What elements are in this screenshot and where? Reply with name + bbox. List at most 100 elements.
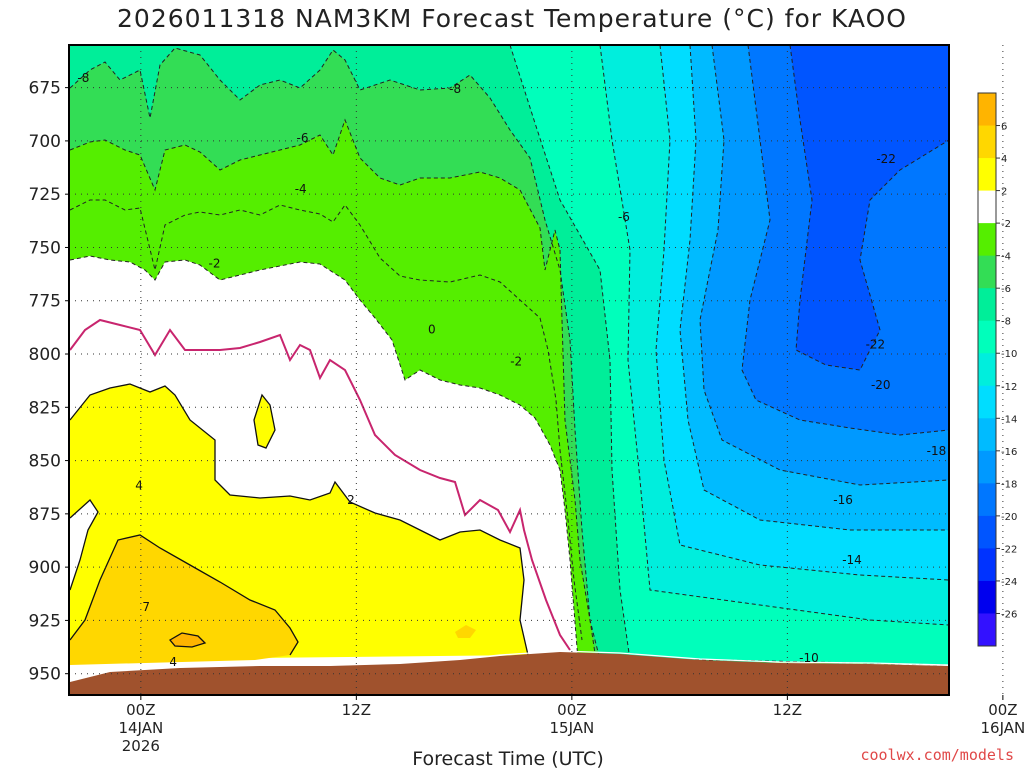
colorbar-swatch xyxy=(978,580,996,614)
colorbar-frame xyxy=(977,92,997,647)
chart-title: 2026011318 NAM3KM Forecast Temperature (… xyxy=(117,4,907,33)
contour-label: -16 xyxy=(833,493,853,507)
y-tick-label: 775 xyxy=(29,292,61,312)
y-tick-label: 900 xyxy=(29,558,61,578)
colorbar-swatch xyxy=(978,288,996,322)
colorbar-label: -20 xyxy=(1001,512,1017,523)
colorbar-swatch xyxy=(978,515,996,549)
x-tick-label: 00Z xyxy=(557,701,586,719)
contour-minus-20 xyxy=(741,45,949,436)
colorbar-label: 4 xyxy=(1001,154,1007,165)
colorbar-swatch xyxy=(978,320,996,354)
contour-plus-6-spot xyxy=(169,632,207,648)
x-tick-label: 16JAN xyxy=(981,719,1024,737)
y-tick-label: 725 xyxy=(29,185,61,205)
colorbar-label: -16 xyxy=(1001,447,1017,458)
contour-label: 0 xyxy=(428,323,436,337)
contour-label: 4 xyxy=(169,655,177,669)
contour-minus-12 xyxy=(599,45,949,626)
ground-edge xyxy=(69,650,949,682)
contour-minus-14 xyxy=(655,45,949,581)
colorbar-label: 6 xyxy=(1001,122,1007,133)
contour-plus-2 xyxy=(69,383,529,656)
colorbar-swatch xyxy=(978,190,996,224)
contour-label: -22 xyxy=(876,152,896,166)
colorbar-label: -2 xyxy=(1001,219,1011,230)
colorbar-swatch xyxy=(978,450,996,484)
contour-label: -2 xyxy=(208,257,220,271)
contour-plus-2-patch xyxy=(253,393,276,449)
contour-minus-2 xyxy=(69,255,579,661)
x-tick-label: 15JAN xyxy=(549,719,594,737)
plot-frame xyxy=(68,44,950,696)
contour-minus-16 xyxy=(679,45,949,531)
contour-label: -2 xyxy=(510,355,522,369)
colorbar-swatch xyxy=(978,255,996,289)
contour-minus-18 xyxy=(699,45,949,486)
band-2-to-4-isolated-patch xyxy=(254,395,275,448)
colorbar-label: -14 xyxy=(1001,414,1017,425)
filled-temperature-field xyxy=(69,45,949,695)
y-tick-label: 875 xyxy=(29,505,61,525)
colorbar-swatch xyxy=(978,158,996,192)
y-tick-label: 750 xyxy=(29,238,61,258)
contour-label: 7 xyxy=(142,600,150,614)
grid-lines xyxy=(69,45,1004,695)
contour-minus-6 xyxy=(69,118,597,661)
colorbar-swatch xyxy=(978,353,996,387)
colorbar-swatch xyxy=(978,483,996,517)
x-tick-label: 12Z xyxy=(342,701,371,719)
contour-label: -10 xyxy=(799,651,819,665)
y-tick-label: 675 xyxy=(29,79,61,99)
colorbar-swatch xyxy=(978,385,996,419)
contour-minus-22 xyxy=(789,45,949,371)
colorbar-swatch xyxy=(978,93,996,127)
x-tick-label: 12Z xyxy=(773,701,802,719)
x-tick-label: 2026 xyxy=(122,737,160,755)
contour-plus-4 xyxy=(69,534,299,656)
contour-label: -8 xyxy=(77,71,89,85)
colorbar-label: -6 xyxy=(1001,284,1011,295)
colorbar-swatch xyxy=(978,418,996,452)
contour-minus-8 xyxy=(69,47,601,661)
colorbar-swatch xyxy=(978,548,996,582)
colorbar-swatch xyxy=(978,223,996,257)
band-6-to-8-spot xyxy=(170,633,205,647)
x-axis-label: Forecast Time (UTC) xyxy=(412,748,603,768)
y-tick-label: 850 xyxy=(29,452,61,472)
credit-text: coolwx.com/models xyxy=(860,746,1014,764)
colorbar-swatch xyxy=(978,613,996,647)
x-tick-label: 00Z xyxy=(126,701,155,719)
y-axis: 675 700 725 750 775 800 825 850 875 900 925 950 xyxy=(29,79,69,685)
contour-label: -6 xyxy=(618,210,630,224)
y-tick-label: 700 xyxy=(29,132,61,152)
y-tick-label: 950 xyxy=(29,665,61,685)
contour-label: -18 xyxy=(927,444,947,458)
ground-terrain xyxy=(70,652,949,695)
colorbar-label: -24 xyxy=(1001,577,1017,588)
contour-lines xyxy=(69,45,949,666)
colorbar-label: -26 xyxy=(1001,609,1017,620)
y-tick-label: 825 xyxy=(29,398,61,418)
y-tick-label: 925 xyxy=(29,611,61,631)
colorbar-label: 2 xyxy=(1001,187,1007,198)
x-tick-label: 00Z xyxy=(988,701,1017,719)
contour-plus-2-pocket xyxy=(69,499,99,591)
colorbar-label: -10 xyxy=(1001,349,1017,360)
contour-label: 4 xyxy=(135,478,143,492)
contour-freezing-line xyxy=(69,318,571,651)
colorbar-swatch xyxy=(978,125,996,159)
band-4-to-6 xyxy=(70,535,298,665)
contour-minus-4 xyxy=(69,199,583,641)
contour-label: 2 xyxy=(347,493,355,507)
y-tick-label: 800 xyxy=(29,345,61,365)
colorbar-label: -4 xyxy=(1001,252,1011,263)
contour-label: -14 xyxy=(842,553,862,567)
contour-label: -20 xyxy=(871,378,891,392)
colorbar-label: -8 xyxy=(1001,317,1011,328)
colorbar-label: -12 xyxy=(1001,382,1017,393)
contour-label: -6 xyxy=(296,131,308,145)
